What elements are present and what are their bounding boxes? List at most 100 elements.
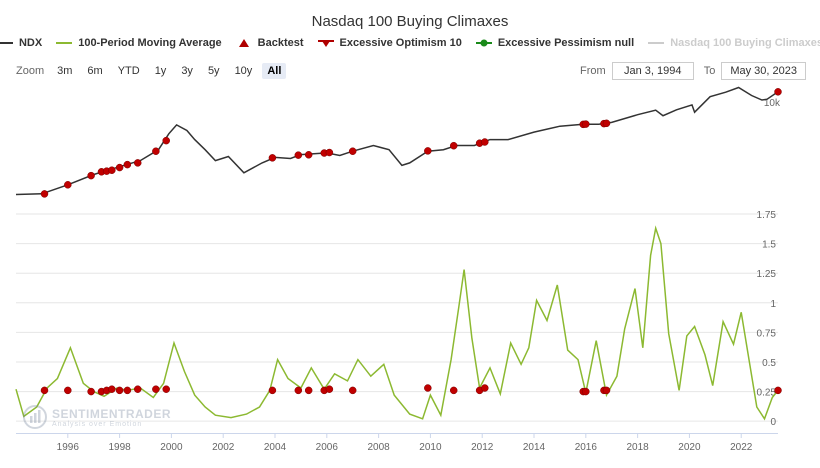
ma-signal-marker[interactable] — [40, 386, 49, 395]
legend-item-ndx[interactable]: NDX — [0, 37, 42, 49]
legend-flag-icon — [317, 40, 334, 47]
ndx-signal-marker[interactable] — [424, 147, 432, 155]
ndx-signal-marker[interactable] — [602, 119, 611, 128]
ndx-signal-marker[interactable] — [774, 88, 782, 96]
legend-label: Excessive Pessimism null — [497, 37, 635, 49]
legend-dot-icon — [475, 39, 492, 47]
zoom-label: Zoom — [16, 65, 45, 77]
ndx-signal-marker[interactable] — [64, 181, 72, 189]
ma-signal-marker[interactable] — [348, 386, 357, 395]
x-tick-label: 2006 — [316, 442, 339, 453]
ma-signal-marker[interactable] — [294, 386, 303, 395]
upper-y-tick-label: 10k — [764, 98, 781, 109]
ndx-signal-marker[interactable] — [152, 147, 160, 155]
zoom-button-6m[interactable]: 6m — [87, 65, 103, 77]
legend-label: 100-Period Moving Average — [78, 37, 222, 49]
ndx-signal-marker[interactable] — [325, 148, 334, 157]
legend-label: NDX — [18, 37, 43, 49]
watermark: SENTIMENTRADER Analysis over Emotion — [22, 404, 171, 430]
x-tick-label: 1998 — [108, 442, 131, 453]
legend: NDX 100-Period Moving Average Backtest Exce… — [0, 37, 820, 49]
legend-item-excessive-pessimism-null[interactable]: Excessive Pessimism null — [475, 37, 635, 49]
zoom-button-5y[interactable]: 5y — [207, 65, 220, 77]
legend-triangle-icon — [238, 39, 249, 47]
ndx-signal-marker[interactable] — [294, 151, 303, 159]
watermark-logo-icon — [23, 405, 47, 429]
ma-signal-marker[interactable] — [325, 385, 334, 393]
lower-y-tick-label: 1.75 — [757, 210, 777, 221]
ma-signal-marker[interactable] — [602, 386, 611, 395]
ndx-signal-marker[interactable] — [108, 166, 116, 174]
legend-line-icon — [648, 42, 665, 44]
date-range: From Jan 3, 1994 To May 30, 2023 — [580, 62, 806, 80]
moving-average-series-line — [15, 225, 779, 421]
x-tick-label: 2000 — [160, 442, 183, 453]
x-tick-label: 2022 — [730, 442, 753, 453]
from-date-input[interactable]: Jan 3, 1994 — [611, 62, 694, 80]
ndx-signal-marker[interactable] — [582, 120, 590, 128]
lower-y-tick-label: 1.25 — [757, 269, 777, 280]
legend-label: Backtest — [257, 37, 304, 49]
zoom-button-3y[interactable]: 3y — [181, 65, 193, 77]
from-label: From — [580, 65, 606, 77]
lower-y-tick-label: 1 — [770, 299, 776, 310]
ma-signal-marker[interactable] — [268, 386, 277, 395]
x-tick-label: 2018 — [626, 442, 649, 453]
legend-label: Excessive Optimism 10 — [339, 37, 462, 49]
ma-signal-marker[interactable] — [162, 385, 170, 393]
ma-signal-marker[interactable] — [115, 386, 124, 395]
watermark-name: SENTIMENTRADER — [52, 406, 172, 421]
ndx-signal-marker[interactable] — [268, 154, 277, 162]
legend-item-100-period-moving-average[interactable]: 100-Period Moving Average — [56, 37, 222, 49]
zoom-button-ytd[interactable]: YTD — [117, 65, 140, 77]
ndx-signal-marker[interactable] — [348, 147, 357, 155]
ma-signal-marker[interactable] — [64, 386, 72, 395]
ndx-signal-marker[interactable] — [133, 159, 142, 167]
to-date-input[interactable]: May 30, 2023 — [721, 62, 806, 80]
legend-item-backtest[interactable]: Backtest — [236, 37, 304, 49]
x-tick-label: 2008 — [367, 442, 390, 453]
ma-signal-marker[interactable] — [133, 385, 142, 393]
legend-item-excessive-optimism-10[interactable]: Excessive Optimism 10 — [317, 37, 462, 49]
ma-signal-marker[interactable] — [774, 386, 782, 395]
x-tick-label: 2002 — [212, 442, 235, 453]
zoom-bar: Zoom 3m 6m YTD 1y 3y 5y 10y All — [16, 63, 287, 79]
zoom-buttons: 3m 6m YTD 1y 3y 5y 10y All — [52, 63, 287, 79]
zoom-button-3m[interactable]: 3m — [57, 65, 73, 77]
legend-label: Nasdaq 100 Buying Climaxes — [670, 37, 820, 49]
zoom-button-10y[interactable]: 10y — [234, 65, 253, 77]
legend-line-icon — [0, 42, 13, 44]
x-tick-label: 1996 — [57, 442, 80, 453]
ndx-signal-marker[interactable] — [123, 160, 132, 169]
ma-signal-marker[interactable] — [449, 386, 458, 395]
zoom-button-all[interactable]: All — [262, 63, 287, 79]
ma-signal-marker[interactable] — [123, 386, 132, 395]
ma-signal-marker[interactable] — [582, 387, 590, 396]
legend-item-nasdaq-100-buying-climaxes[interactable]: Nasdaq 100 Buying Climaxes — [648, 37, 820, 49]
x-tick-label: 2004 — [264, 442, 287, 453]
ma-signal-marker[interactable] — [108, 385, 116, 393]
ma-signal-marker[interactable] — [87, 387, 95, 396]
lower-y-tick-label: 1.5 — [762, 240, 776, 251]
ma-signal-marker[interactable] — [304, 386, 313, 395]
x-tick-label: 2012 — [471, 442, 494, 453]
chart-title: Nasdaq 100 Buying Climaxes — [311, 13, 509, 30]
ndx-signal-marker[interactable] — [162, 136, 170, 145]
x-tick-label: 2010 — [419, 442, 442, 453]
lower-y-tick-label: 0.75 — [757, 328, 777, 339]
ndx-signal-marker[interactable] — [481, 138, 489, 146]
ndx-signal-marker[interactable] — [449, 141, 458, 150]
ma-signal-marker[interactable] — [152, 385, 160, 393]
ma-signal-marker[interactable] — [481, 384, 489, 392]
ma-signal-marker[interactable] — [424, 384, 432, 392]
watermark-tagline: Analysis over Emotion — [52, 420, 143, 428]
lower-y-tick-label: 0.25 — [757, 388, 777, 399]
ndx-signal-marker[interactable] — [40, 190, 49, 198]
ndx-signal-marker[interactable] — [115, 163, 124, 172]
zoom-button-1y[interactable]: 1y — [154, 65, 167, 77]
ndx-signal-marker[interactable] — [304, 151, 313, 159]
ndx-signal-marker[interactable] — [87, 171, 95, 180]
lower-y-tick-label: 0 — [770, 417, 776, 428]
x-tick-label: 2014 — [523, 442, 546, 453]
